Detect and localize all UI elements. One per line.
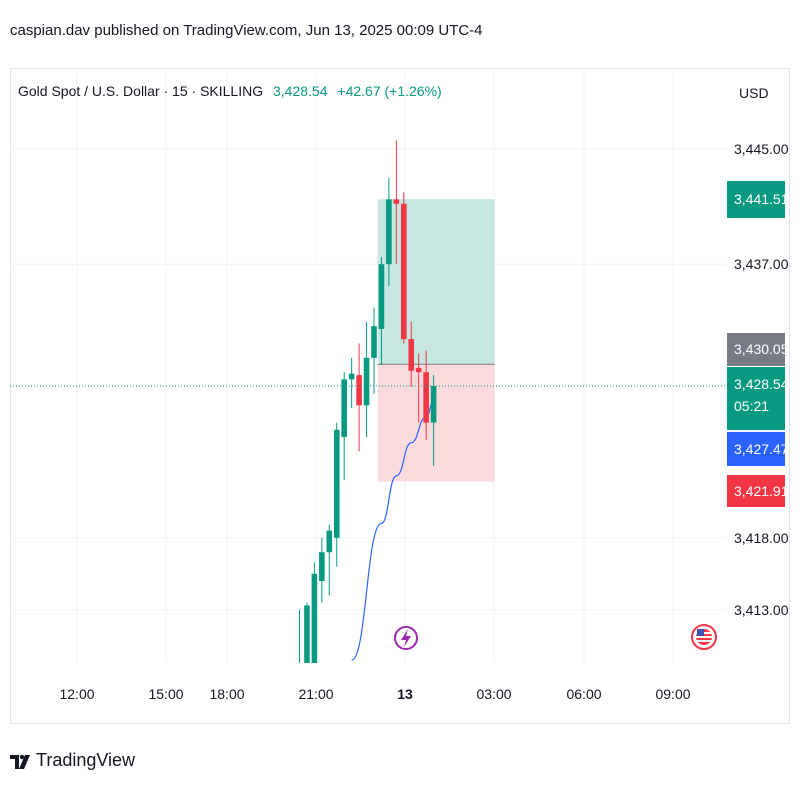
x-tick-label: 18:00: [209, 686, 245, 702]
symbol-legend[interactable]: Gold Spot / U.S. Dollar · 15 · SKILLING …: [18, 83, 442, 99]
chart-panel[interactable]: [10, 68, 790, 724]
candle-body: [378, 264, 385, 329]
us-flag-icon[interactable]: [691, 624, 717, 650]
symbol-change: +42.67 (+1.26%): [337, 83, 442, 99]
candle-body: [408, 339, 415, 371]
profit-zone: [377, 199, 495, 365]
y-tick-label: 3,445.00: [734, 141, 789, 157]
bar-countdown: 05:21: [734, 398, 770, 414]
candle-body: [371, 326, 377, 358]
candle-body: [356, 375, 362, 406]
candle: [319, 537, 325, 603]
x-tick-label: 12:00: [59, 686, 95, 702]
candle: [363, 321, 370, 437]
candle: [393, 140, 400, 265]
candle-body: [430, 386, 437, 423]
candle: [430, 375, 437, 466]
last-price-label: 3,428.54 05:21: [727, 367, 789, 430]
candle: [378, 257, 385, 365]
x-tick-label: 21:00: [298, 686, 334, 702]
stop-price-label: 3,421.91: [727, 475, 789, 507]
tradingview-logo[interactable]: TradingView: [10, 750, 135, 771]
candle: [348, 357, 355, 409]
x-tick-label: 13: [397, 686, 413, 702]
candle: [326, 524, 333, 596]
candle-body: [348, 373, 355, 380]
x-tick-label: 09:00: [655, 686, 691, 702]
symbol-last-price: 3,428.54: [273, 83, 328, 99]
candle: [356, 343, 362, 452]
y-tick-label: 3,418.00: [734, 530, 789, 546]
brand-name: TradingView: [36, 750, 136, 770]
candle: [415, 353, 422, 423]
target-price-label: 3,441.51: [727, 181, 789, 218]
y-tick-label: 3,437.00: [734, 256, 789, 272]
symbol-name: Gold Spot / U.S. Dollar · 15 · SKILLING: [18, 83, 264, 99]
candle: [386, 177, 392, 286]
moving-average-label: 3,427.47: [727, 432, 789, 466]
candle-body: [333, 429, 340, 538]
position-tool: [377, 199, 495, 482]
last-price-value: 3,428.54: [734, 376, 789, 392]
x-tick-label: 03:00: [476, 686, 512, 702]
candle-body: [341, 379, 347, 437]
candle-body: [401, 203, 407, 340]
candle-body: [386, 199, 392, 265]
x-tick-label: 06:00: [566, 686, 602, 702]
candle-body: [415, 367, 422, 373]
entry-price-label: 3,430.05: [727, 333, 789, 366]
candle: [401, 192, 407, 344]
candle-body: [304, 605, 310, 663]
candle: [341, 372, 347, 481]
candle-body: [326, 530, 333, 553]
candle-body: [319, 552, 325, 581]
y-tick-label: 3,413.00: [734, 602, 789, 618]
tradingview-logo-icon: [10, 754, 30, 769]
candle: [423, 350, 429, 440]
candle: [371, 307, 377, 394]
candle-body: [363, 357, 370, 406]
candle-body: [423, 372, 429, 423]
publish-line: caspian.dav published on TradingView.com…: [10, 22, 483, 39]
candles: [299, 140, 437, 663]
candle: [333, 422, 340, 567]
lightning-icon[interactable]: [394, 626, 418, 650]
candle: [304, 602, 310, 663]
candle: [311, 562, 318, 663]
candle: [299, 609, 300, 663]
candle: [408, 321, 415, 387]
currency-button[interactable]: USD: [739, 85, 769, 101]
loss-zone: [377, 364, 495, 482]
candle-body: [311, 573, 318, 663]
x-tick-label: 15:00: [148, 686, 184, 702]
candle-body: [393, 199, 400, 204]
